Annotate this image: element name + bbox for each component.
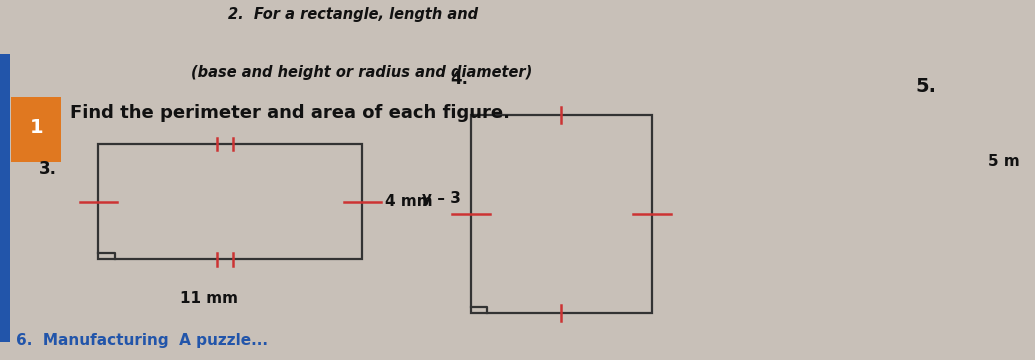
Bar [0,54,10,342]
Text: 5.: 5. [916,77,937,96]
Text: y – 3: y – 3 [421,191,461,206]
Bar [98,144,362,259]
Text: 6.  Manufacturing  A puzzle...: 6. Manufacturing A puzzle... [16,333,267,348]
Text: 1: 1 [29,118,43,137]
Text: 11 mm: 11 mm [180,291,238,306]
Bar [471,115,652,313]
Text: 4 mm: 4 mm [385,194,433,209]
Text: 3.: 3. [39,160,57,178]
Text: Find the perimeter and area of each figure.: Find the perimeter and area of each figu… [70,104,510,122]
Text: (base and height or radius and diameter): (base and height or radius and diameter) [191,65,533,80]
FancyBboxPatch shape [11,97,61,162]
Text: 4.: 4. [450,70,468,88]
Text: 2.  For a rectangle, length and: 2. For a rectangle, length and [228,7,478,22]
Text: 5 m: 5 m [988,154,1021,170]
